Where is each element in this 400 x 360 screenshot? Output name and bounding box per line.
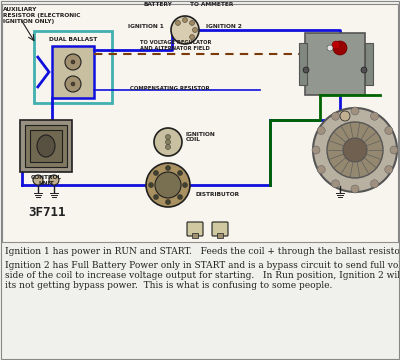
Circle shape — [65, 54, 81, 70]
Circle shape — [390, 146, 398, 154]
Text: TO VOLTAGE REGULATOR
AND ALTERNATOR FIELD: TO VOLTAGE REGULATOR AND ALTERNATOR FIEL… — [140, 40, 212, 51]
Circle shape — [155, 172, 181, 198]
Bar — [2, 4, 398, 242]
Circle shape — [146, 163, 190, 207]
Circle shape — [33, 175, 43, 185]
Circle shape — [303, 67, 309, 73]
Text: DUAL BALLAST: DUAL BALLAST — [49, 37, 97, 42]
Text: 3F711: 3F711 — [28, 206, 66, 219]
Circle shape — [361, 67, 367, 73]
Text: DISTRIBUTOR: DISTRIBUTOR — [196, 193, 240, 198]
Text: IGNITION 1: IGNITION 1 — [128, 23, 164, 28]
Circle shape — [317, 126, 325, 135]
Circle shape — [385, 166, 393, 174]
Circle shape — [190, 35, 194, 40]
Circle shape — [351, 185, 359, 193]
Circle shape — [148, 183, 154, 188]
Text: Ignition 1 has power in RUN and START.   Feeds the coil + through the ballast re: Ignition 1 has power in RUN and START. F… — [5, 247, 400, 256]
Circle shape — [332, 41, 340, 49]
Circle shape — [166, 144, 170, 149]
Circle shape — [332, 180, 340, 188]
Circle shape — [343, 138, 367, 162]
Text: AUXILIARY
RESISTOR (ELECTRONIC
IGNITION ONLY): AUXILIARY RESISTOR (ELECTRONIC IGNITION … — [3, 7, 80, 24]
Circle shape — [192, 27, 198, 32]
Circle shape — [166, 166, 170, 171]
Circle shape — [385, 126, 393, 135]
FancyBboxPatch shape — [187, 222, 203, 236]
Circle shape — [182, 18, 188, 22]
Circle shape — [166, 135, 170, 139]
Bar — [192, 233, 198, 238]
Text: TO AMMETER: TO AMMETER — [190, 2, 234, 7]
Circle shape — [178, 194, 182, 199]
Circle shape — [49, 175, 59, 185]
Circle shape — [71, 60, 75, 64]
Text: IGNITION 2: IGNITION 2 — [206, 23, 242, 28]
Ellipse shape — [37, 135, 55, 157]
Circle shape — [327, 45, 333, 51]
Bar — [52, 46, 94, 98]
Text: side of the coil to increase voltage output for starting.   In Run position, Ign: side of the coil to increase voltage out… — [5, 271, 400, 280]
Circle shape — [317, 166, 325, 174]
Circle shape — [154, 171, 158, 175]
Circle shape — [313, 108, 397, 192]
Circle shape — [178, 171, 182, 175]
Circle shape — [171, 16, 199, 44]
Text: BATTERY: BATTERY — [144, 2, 172, 7]
Circle shape — [166, 199, 170, 204]
Circle shape — [71, 82, 75, 86]
Text: IGNITION
COIL: IGNITION COIL — [186, 132, 216, 143]
Circle shape — [176, 21, 180, 26]
Bar — [25, 125, 67, 167]
Text: CONTROL
UNIT: CONTROL UNIT — [30, 175, 62, 186]
Text: its not getting bypass power.  This is what is confusing to some people.: its not getting bypass power. This is wh… — [5, 281, 332, 290]
Bar — [217, 233, 223, 238]
Bar — [30, 130, 62, 162]
Circle shape — [312, 146, 320, 154]
Circle shape — [154, 128, 182, 156]
Circle shape — [327, 122, 383, 178]
FancyBboxPatch shape — [212, 222, 228, 236]
Circle shape — [190, 21, 194, 26]
Text: Ignition 2 has Full Battery Power only in START and is a bypass circuit to send : Ignition 2 has Full Battery Power only i… — [5, 261, 400, 270]
Circle shape — [154, 194, 158, 199]
Bar — [365, 43, 373, 85]
Text: COMPENSATING RESISTOR: COMPENSATING RESISTOR — [130, 85, 210, 90]
Circle shape — [65, 76, 81, 92]
Circle shape — [340, 111, 350, 121]
Bar — [34, 31, 112, 103]
Circle shape — [166, 139, 170, 144]
Circle shape — [351, 107, 359, 115]
Circle shape — [333, 41, 347, 55]
Circle shape — [182, 183, 188, 188]
Circle shape — [332, 112, 340, 120]
Circle shape — [370, 112, 378, 120]
Bar — [305, 33, 365, 95]
Bar — [299, 43, 307, 85]
Circle shape — [370, 180, 378, 188]
Bar — [20, 120, 72, 172]
